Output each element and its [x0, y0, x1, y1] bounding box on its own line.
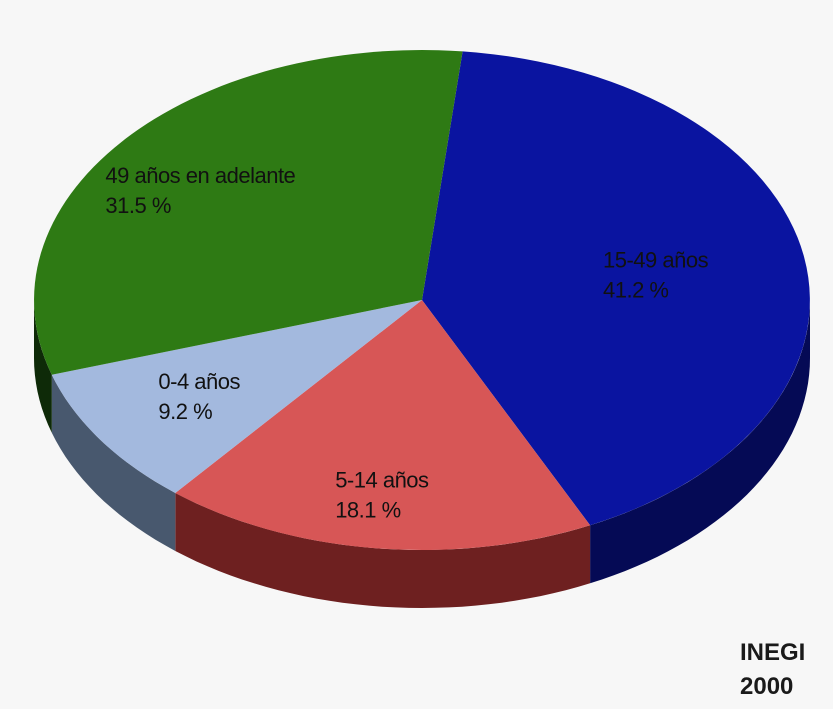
pie-side-0 [590, 300, 810, 584]
pie-label-value-3: 31.5 % [105, 193, 170, 218]
pie-label-1: 5-14 años 18.1 % [335, 468, 429, 523]
pie-side-3 [34, 300, 52, 433]
pie-label-value-0: 41.2 % [603, 278, 669, 303]
pie-label-name-3: 49 años en adelante [105, 163, 295, 188]
pie-slices [34, 50, 810, 551]
pie-label-value-1: 18.1 % [335, 498, 401, 523]
pie-label-name-0: 15-49 años [603, 248, 709, 273]
pie-sides [34, 300, 810, 608]
pie-slice-0 [422, 51, 810, 526]
pie-side-2 [51, 374, 176, 551]
pie-labels: 15-49 años 41.2 % 5-14 años 18.1 % 0-4 años 9… [105, 163, 709, 523]
pie-label-name-1: 5-14 años [335, 468, 429, 493]
source-year: 2000 [740, 673, 794, 700]
source-credit: INEGI 2000 [740, 636, 805, 704]
pie-label-3: 49 años en adelante 31.5 % [105, 163, 295, 218]
pie-slice-3 [34, 50, 463, 375]
pie-label-2: 0-4 años 9.2 % [158, 369, 240, 424]
source-org: INEGI [740, 639, 806, 666]
pie-side-1 [175, 493, 591, 608]
pie-label-0: 15-49 años 41.2 % [603, 248, 709, 303]
pie-slice-2 [51, 300, 423, 493]
pie-slice-1 [175, 300, 591, 551]
pie-label-value-2: 9.2 % [158, 399, 212, 424]
pie-label-name-2: 0-4 años [158, 369, 240, 394]
